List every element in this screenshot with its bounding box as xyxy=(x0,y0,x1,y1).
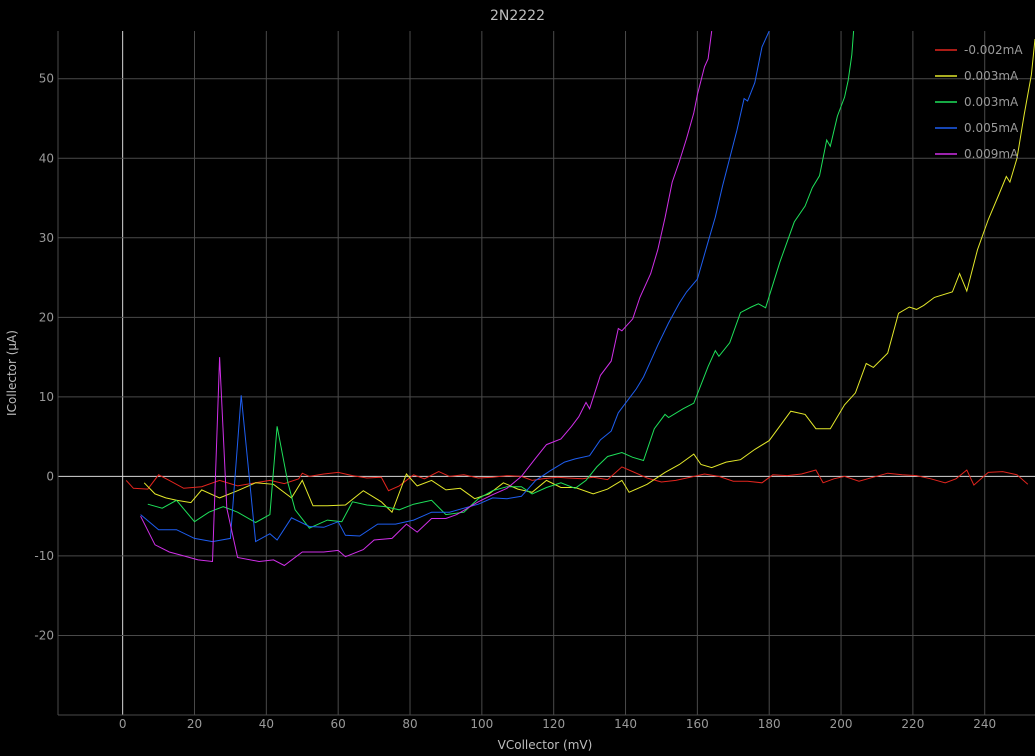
y-tick-label: 0 xyxy=(46,469,54,483)
x-tick-label: 40 xyxy=(259,717,274,731)
x-tick-label: 220 xyxy=(901,717,924,731)
series-line-4 xyxy=(140,31,713,567)
legend-label: -0.002mA xyxy=(964,43,1023,57)
x-tick-label: 80 xyxy=(402,717,417,731)
y-tick-label: 10 xyxy=(39,390,54,404)
y-tick-label: 40 xyxy=(39,151,54,165)
legend-label: 0.003mA xyxy=(964,69,1019,83)
y-tick-label: 50 xyxy=(39,72,54,86)
x-tick-label: 60 xyxy=(331,717,346,731)
legend-label: 0.003mA xyxy=(964,95,1019,109)
y-tick-label: 30 xyxy=(39,231,54,245)
legend-label: 0.005mA xyxy=(964,121,1019,135)
x-tick-label: 100 xyxy=(470,717,493,731)
x-tick-label: 200 xyxy=(830,717,853,731)
series-line-3 xyxy=(140,31,770,543)
y-tick-label: 20 xyxy=(39,310,54,324)
x-tick-label: 240 xyxy=(973,717,996,731)
x-axis-label: VCollector (mV) xyxy=(497,738,593,752)
x-tick-label: 0 xyxy=(119,717,127,731)
series-line-2 xyxy=(147,31,855,529)
x-tick-label: 180 xyxy=(758,717,781,731)
chart-title: 2N2222 xyxy=(489,8,545,24)
y-tick-label: -20 xyxy=(34,628,54,642)
x-tick-label: 20 xyxy=(187,717,202,731)
legend-label: 0.009mA xyxy=(964,147,1019,161)
y-axis-label: ICollector (µA) xyxy=(5,330,19,416)
x-tick-label: 120 xyxy=(542,717,565,731)
x-tick-label: 140 xyxy=(614,717,637,731)
series-line-1 xyxy=(143,38,1035,514)
y-tick-label: -10 xyxy=(34,549,54,563)
x-tick-label: 160 xyxy=(686,717,709,731)
series-line-0 xyxy=(125,466,1029,492)
